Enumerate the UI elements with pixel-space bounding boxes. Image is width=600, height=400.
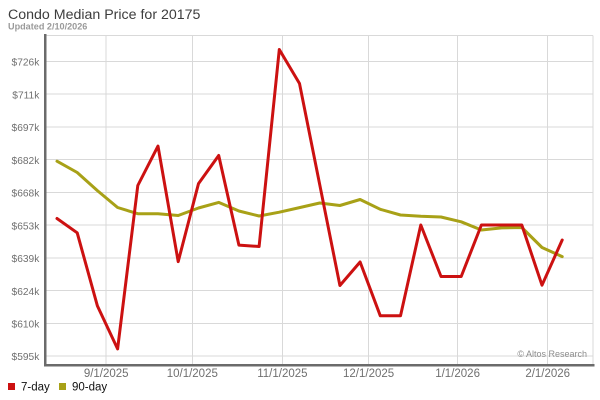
svg-text:$697k: $697k (12, 123, 41, 134)
svg-text:Updated 2/10/2026: Updated 2/10/2026 (8, 22, 87, 32)
svg-text:12/1/2025: 12/1/2025 (343, 368, 394, 380)
svg-text:2/1/2026: 2/1/2026 (525, 368, 570, 380)
svg-text:Condo Median Price for 20175: Condo Median Price for 20175 (8, 7, 201, 23)
svg-text:$624k: $624k (12, 287, 41, 298)
svg-text:$668k: $668k (12, 189, 41, 200)
svg-text:10/1/2025: 10/1/2025 (167, 368, 218, 380)
svg-text:90-day: 90-day (72, 382, 107, 394)
svg-text:1/1/2026: 1/1/2026 (435, 368, 480, 380)
svg-text:$682k: $682k (12, 156, 41, 167)
svg-text:$595k: $595k (12, 352, 41, 363)
svg-text:$653k: $653k (12, 221, 41, 232)
svg-text:7-day: 7-day (21, 382, 50, 394)
svg-text:$711k: $711k (12, 90, 40, 101)
svg-text:9/1/2025: 9/1/2025 (84, 368, 129, 380)
svg-text:11/1/2025: 11/1/2025 (257, 368, 307, 380)
svg-text:$726k: $726k (12, 58, 41, 69)
svg-text:$639k: $639k (12, 254, 41, 265)
svg-text:$610k: $610k (12, 320, 41, 331)
svg-text:© Altos Research: © Altos Research (517, 349, 587, 359)
